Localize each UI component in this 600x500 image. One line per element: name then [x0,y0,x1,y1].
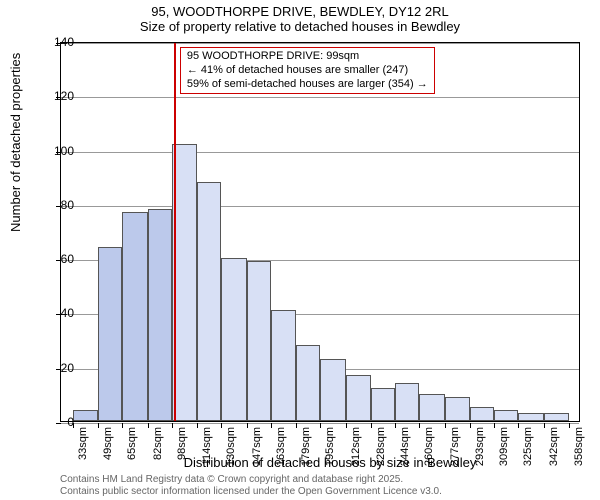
annotation-box: 95 WOODTHORPE DRIVE: 99sqm← 41% of detac… [180,47,435,94]
xtick-mark [445,423,446,428]
histogram-bar [148,209,172,421]
histogram-bar [172,144,196,421]
histogram-bar [73,410,97,421]
plot-area: 33sqm49sqm65sqm82sqm98sqm114sqm130sqm147… [60,42,580,422]
ytick-label: 80 [44,198,74,212]
ytick-label: 120 [44,89,74,103]
reference-vline [174,43,176,421]
chart-title-area: 95, WOODTHORPE DRIVE, BEWDLEY, DY12 2RL … [0,0,600,34]
histogram-bar [518,413,544,421]
xtick-mark [320,423,321,428]
x-axis-title: Distribution of detached houses by size … [0,455,600,470]
histogram-bar [320,359,346,421]
histogram-bar [98,247,122,421]
xtick-mark [172,423,173,428]
histogram-bar [544,413,568,421]
gridline-h [61,43,579,44]
footer-line-2: Contains public sector information licen… [60,486,590,498]
annotation-line-2: ← 41% of detached houses are smaller (24… [187,64,428,78]
xtick-mark [494,423,495,428]
ytick-label: 0 [44,415,74,429]
xtick-mark [296,423,297,428]
xtick-mark [371,423,372,428]
histogram-bar [470,407,494,421]
xtick-mark [221,423,222,428]
xtick-mark [346,423,347,428]
ytick-label: 40 [44,306,74,320]
histogram-bar [371,388,395,421]
xtick-mark [98,423,99,428]
x-axis-title-wrap: Distribution of detached houses by size … [0,455,600,470]
ytick-label: 140 [44,35,74,49]
ytick-label: 100 [44,144,74,158]
gridline-h [61,152,579,153]
xtick-mark [470,423,471,428]
histogram-bar [494,410,518,421]
xtick-mark [544,423,545,428]
chart-area: 33sqm49sqm65sqm82sqm98sqm114sqm130sqm147… [60,42,580,422]
xtick-mark [122,423,123,428]
xtick-mark [247,423,248,428]
histogram-bar [419,394,445,421]
xtick-mark [395,423,396,428]
gridline-h [61,206,579,207]
histogram-bar [445,397,469,421]
histogram-bar [271,310,295,421]
annotation-line-1: 95 WOODTHORPE DRIVE: 99sqm [187,50,428,64]
histogram-bar [122,212,148,421]
xtick-mark [569,423,570,428]
xtick-mark [419,423,420,428]
histogram-bar [221,258,247,421]
ytick-label: 60 [44,252,74,266]
y-axis-title: Number of detached properties [8,53,23,232]
xtick-mark [271,423,272,428]
gridline-h [61,97,579,98]
xtick-mark [518,423,519,428]
chart-title-address: 95, WOODTHORPE DRIVE, BEWDLEY, DY12 2RL [0,4,600,19]
histogram-bar [247,261,271,421]
footer-line-1: Contains HM Land Registry data © Crown c… [60,474,590,486]
ytick-label: 20 [44,361,74,375]
histogram-bar [395,383,419,421]
chart-subtitle: Size of property relative to detached ho… [0,19,600,34]
histogram-bar [346,375,370,421]
footer: Contains HM Land Registry data © Crown c… [60,474,590,498]
xtick-mark [148,423,149,428]
annotation-line-3: 59% of semi-detached houses are larger (… [187,78,428,92]
histogram-bar [296,345,320,421]
histogram-bar [197,182,221,421]
xtick-mark [197,423,198,428]
